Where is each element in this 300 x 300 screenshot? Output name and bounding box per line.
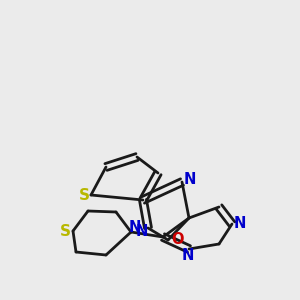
Text: N: N xyxy=(234,217,246,232)
Text: S: S xyxy=(79,188,89,202)
Text: N: N xyxy=(136,224,148,238)
Text: O: O xyxy=(171,232,183,247)
Text: S: S xyxy=(59,224,70,238)
Text: N: N xyxy=(182,248,194,263)
Text: N: N xyxy=(184,172,196,188)
Text: N: N xyxy=(129,220,141,235)
